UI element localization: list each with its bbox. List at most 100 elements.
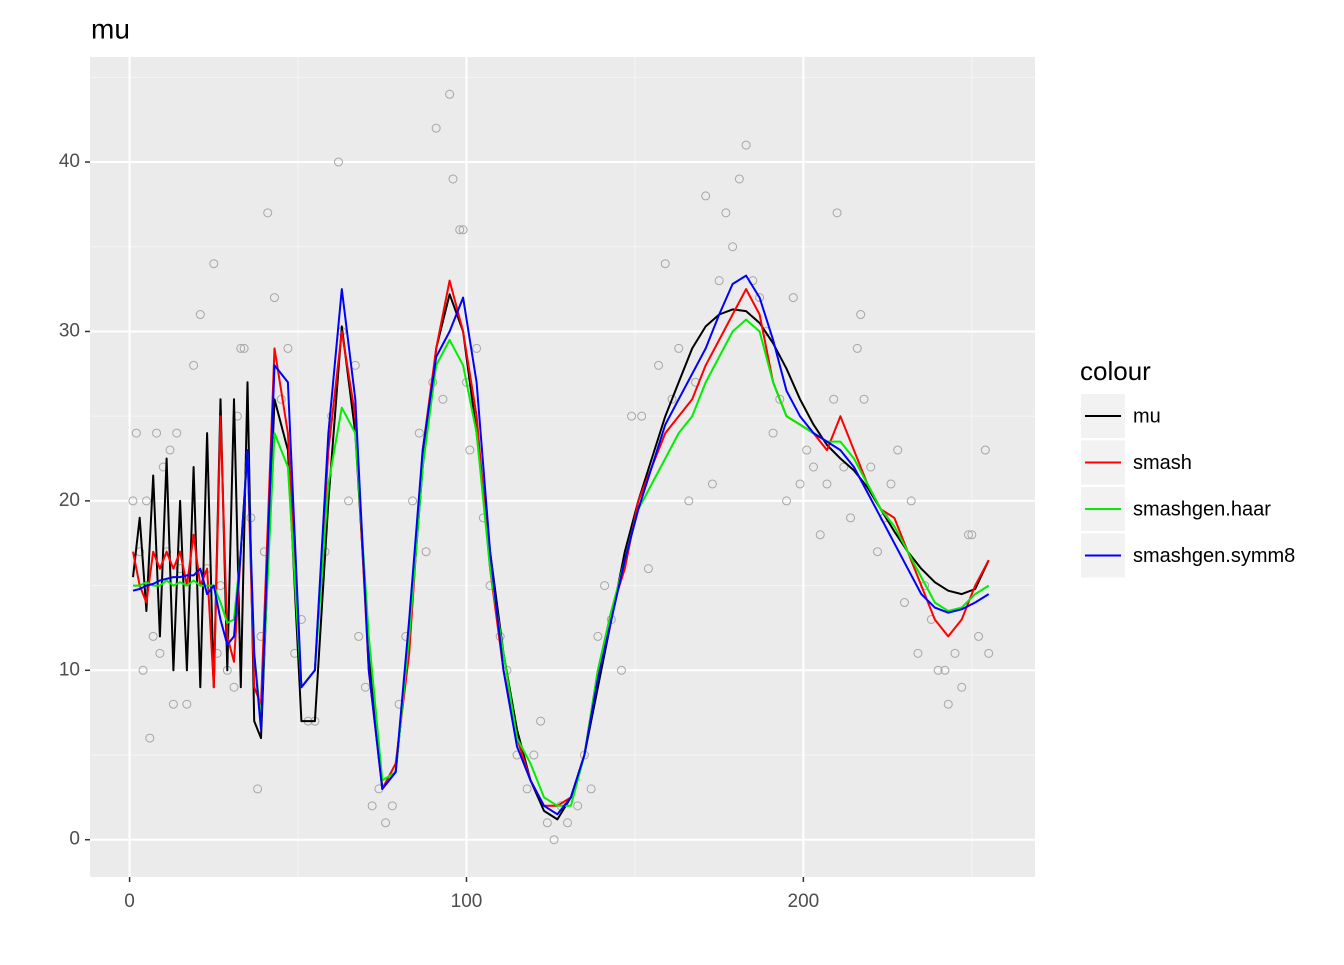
data-point xyxy=(873,547,882,557)
data-point xyxy=(168,699,178,709)
legend-label: smashgen.symm8 xyxy=(1133,545,1295,567)
data-point xyxy=(165,445,175,455)
data-point xyxy=(141,496,151,506)
data-point xyxy=(913,648,923,658)
plot xyxy=(128,89,994,845)
data-point xyxy=(866,462,876,472)
data-point xyxy=(755,293,765,303)
data-point xyxy=(414,428,424,438)
data-point xyxy=(465,445,475,455)
data-point xyxy=(408,496,418,506)
legend-label: smash xyxy=(1133,452,1192,474)
data-point xyxy=(593,631,603,641)
data-point xyxy=(263,208,273,218)
legend-label: mu xyxy=(1133,405,1161,427)
data-point xyxy=(253,784,263,794)
data-point xyxy=(458,225,468,235)
data-point xyxy=(852,343,862,353)
data-point xyxy=(128,496,138,506)
data-point xyxy=(381,818,391,828)
data-point xyxy=(728,242,738,252)
y-tick-label: 0 xyxy=(69,829,80,850)
data-point xyxy=(172,428,182,438)
data-point xyxy=(643,564,653,574)
data-point xyxy=(795,479,805,489)
data-point xyxy=(236,343,246,353)
data-point xyxy=(654,360,664,370)
y-tick-label: 20 xyxy=(59,490,80,511)
data-point xyxy=(775,394,785,404)
data-point xyxy=(573,801,583,811)
x-tick-label: 100 xyxy=(451,891,483,912)
data-point xyxy=(701,191,711,201)
chart-title: mu xyxy=(91,13,130,44)
data-point xyxy=(182,699,192,709)
data-point xyxy=(933,665,943,675)
data-point xyxy=(906,496,916,506)
data-point xyxy=(455,225,465,235)
data-point xyxy=(344,496,354,506)
data-point xyxy=(431,123,441,133)
legend-label: smashgen.haar xyxy=(1133,498,1271,520)
data-point xyxy=(832,208,842,218)
data-point xyxy=(856,310,866,320)
data-point xyxy=(445,89,455,99)
y-tick-label: 30 xyxy=(59,320,80,341)
data-point xyxy=(637,411,647,421)
data-point xyxy=(808,462,818,472)
data-point xyxy=(721,208,731,218)
data-point xyxy=(283,343,293,353)
data-point xyxy=(822,479,832,489)
data-point xyxy=(984,648,994,658)
data-point xyxy=(846,513,856,523)
data-point xyxy=(448,174,458,184)
data-point xyxy=(967,530,977,540)
data-point xyxy=(138,665,148,675)
data-point xyxy=(549,835,559,845)
data-point xyxy=(899,598,909,608)
data-point xyxy=(950,648,960,658)
data-point xyxy=(269,293,279,303)
x-tick-label: 200 xyxy=(788,891,820,912)
data-point xyxy=(734,174,744,184)
series-line xyxy=(132,274,990,816)
data-point xyxy=(360,682,370,692)
y-tick-label: 40 xyxy=(59,151,80,172)
data-point xyxy=(741,140,751,150)
data-point xyxy=(788,293,798,303)
data-point xyxy=(684,496,694,506)
data-point xyxy=(893,445,903,455)
data-point xyxy=(660,259,670,269)
data-point xyxy=(148,631,158,641)
y-tick-label: 10 xyxy=(59,659,80,680)
data-point xyxy=(438,394,448,404)
data-point xyxy=(189,360,199,370)
data-point xyxy=(152,428,162,438)
data-point xyxy=(209,259,219,269)
data-point xyxy=(980,445,990,455)
data-point xyxy=(239,343,249,353)
data-point xyxy=(367,801,377,811)
data-point xyxy=(974,631,984,641)
data-point xyxy=(768,428,778,438)
data-point xyxy=(940,665,950,675)
legend: mu smash smashgen.haar smashgen.symm8 xyxy=(1081,394,1295,578)
x-tick-label: 0 xyxy=(124,891,135,912)
data-point xyxy=(195,310,205,320)
data-point xyxy=(815,530,825,540)
data-point xyxy=(472,343,482,353)
data-point xyxy=(354,631,364,641)
data-point xyxy=(667,394,677,404)
data-point xyxy=(886,479,896,489)
data-point xyxy=(586,784,596,794)
legend-title: colour xyxy=(1080,356,1151,386)
data-point xyxy=(387,801,397,811)
data-point xyxy=(536,716,546,726)
data-point xyxy=(957,682,967,692)
data-point xyxy=(600,581,610,591)
data-point xyxy=(859,394,869,404)
data-point xyxy=(529,750,539,760)
data-point xyxy=(542,818,552,828)
